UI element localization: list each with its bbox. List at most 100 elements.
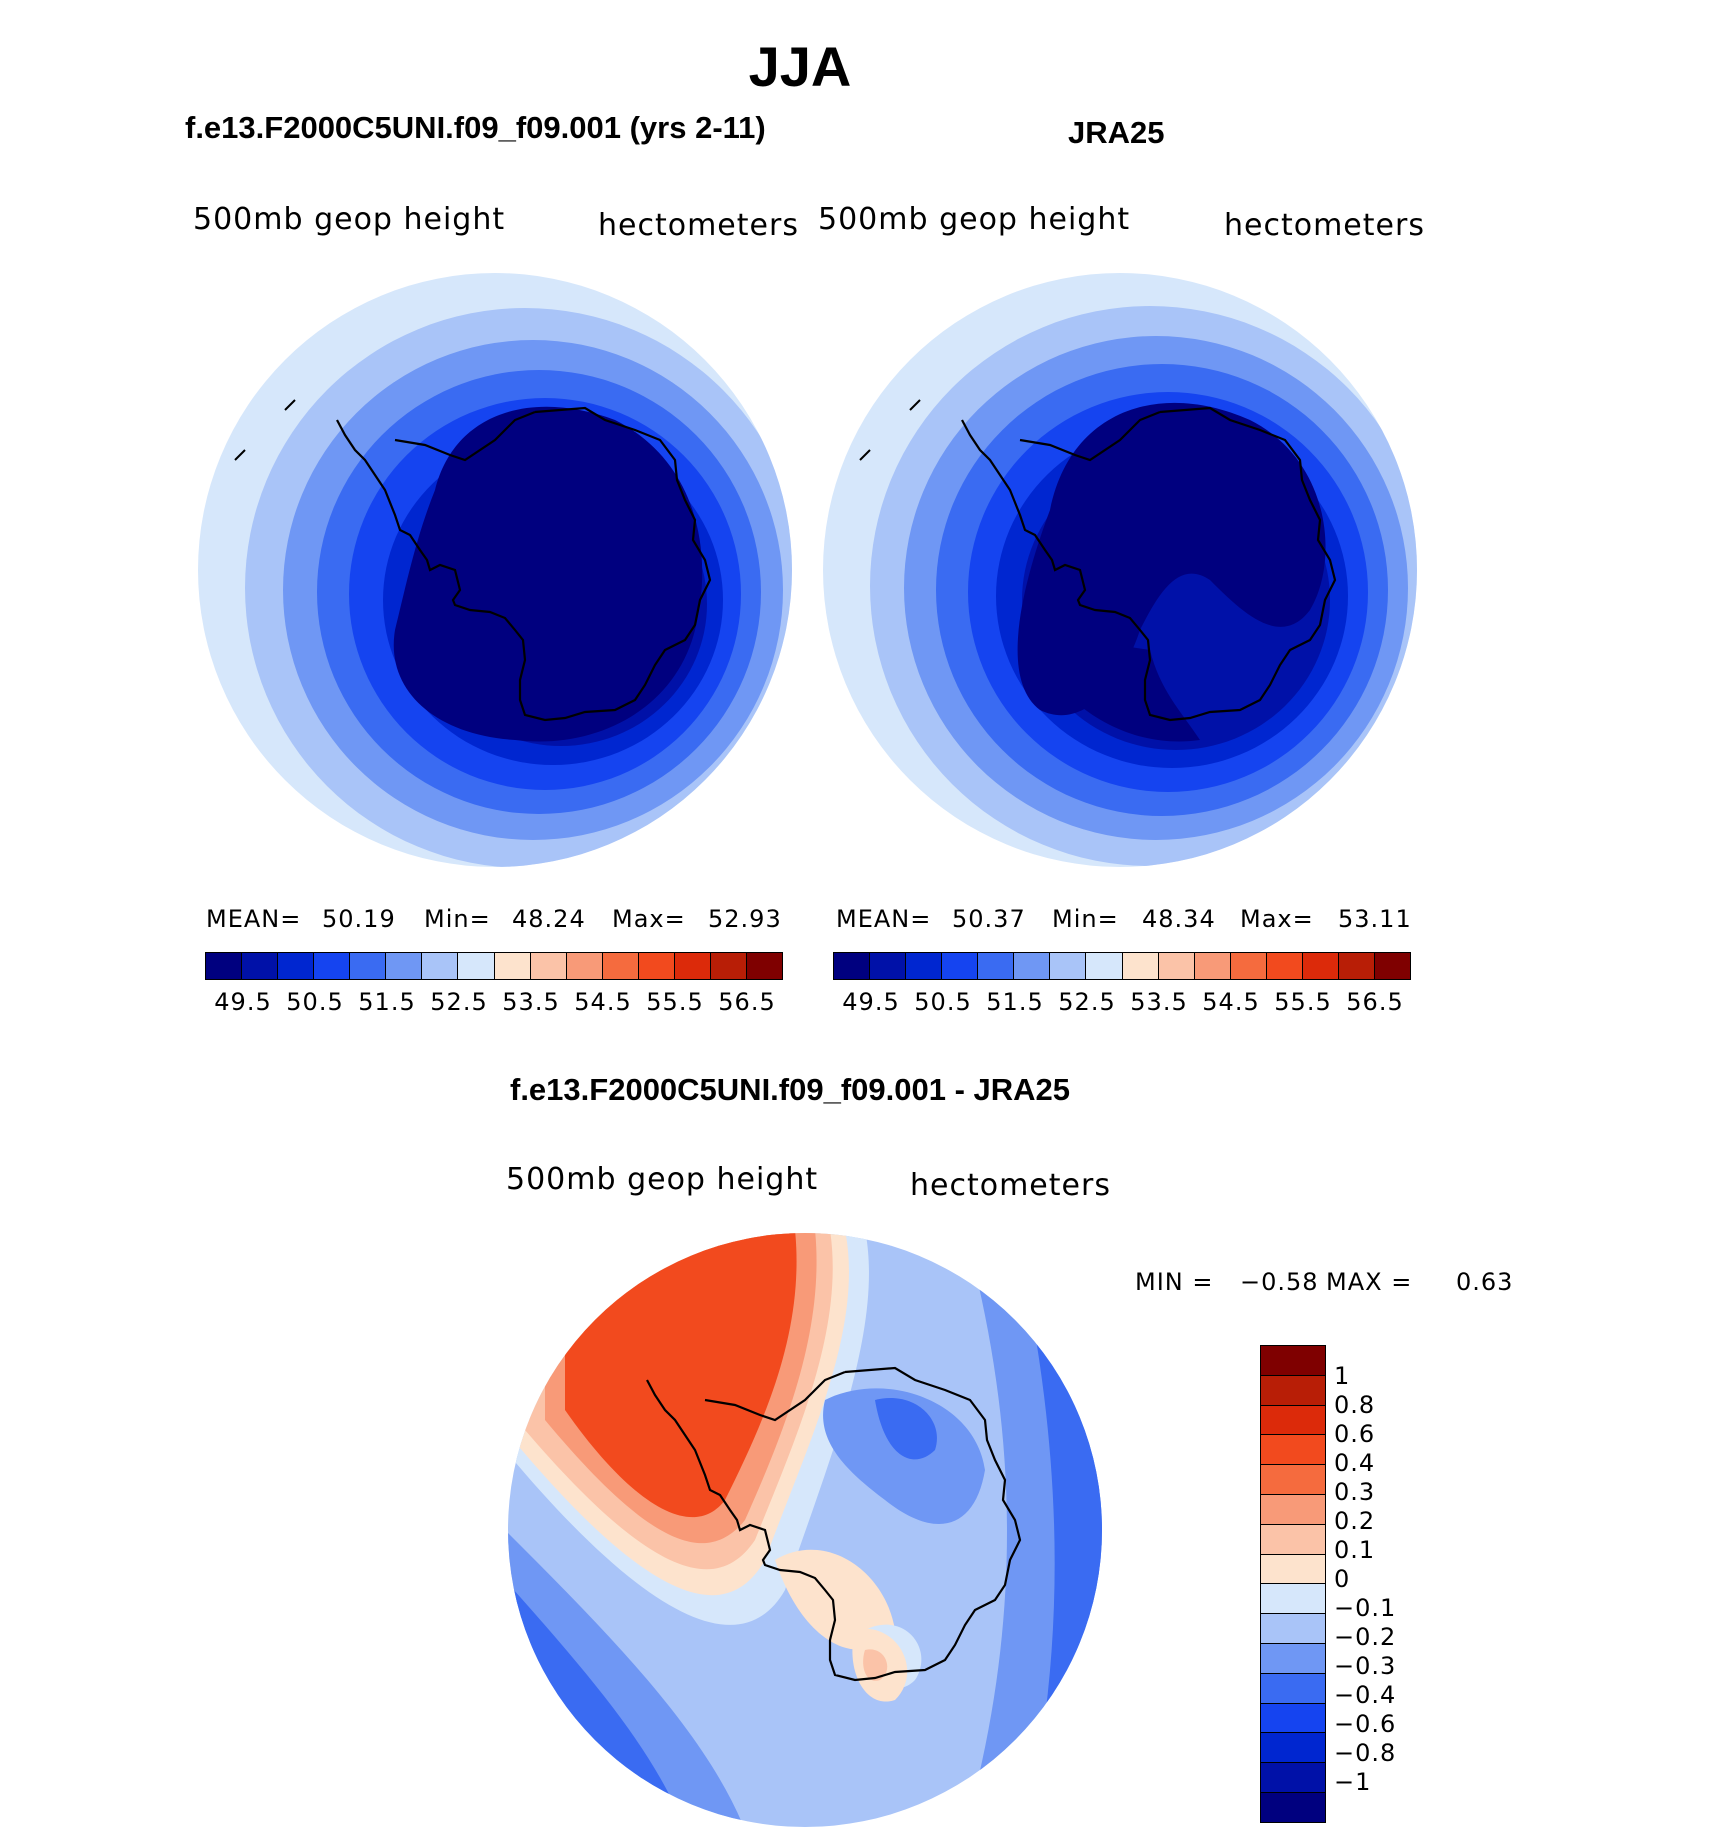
panel3-min-value: −0.58 <box>1240 1268 1319 1296</box>
colorbar-swatch <box>1266 953 1303 979</box>
panel2-title: JRA25 <box>1068 115 1165 150</box>
panel2-variable-label: 500mb geop height <box>818 202 1131 237</box>
colorbar-swatch <box>1261 1346 1325 1376</box>
colorbar-swatch <box>1261 1763 1325 1793</box>
panel1-max-value: 52.93 <box>708 905 782 933</box>
panel1-tick: 50.5 <box>286 988 344 1016</box>
panel1-tick: 52.5 <box>430 988 488 1016</box>
panel2-mean-label: MEAN= <box>836 905 932 933</box>
colorbar-swatch <box>1261 1494 1325 1525</box>
colorbar-swatch <box>1261 1524 1325 1555</box>
panel2-min-label: Min= <box>1052 905 1119 933</box>
colorbar-swatch <box>1194 953 1231 979</box>
panel1-tick: 53.5 <box>502 988 560 1016</box>
colorbar-swatch <box>350 953 387 979</box>
panel3-units-label: hectometers <box>910 1168 1111 1203</box>
panel1-tick: 56.5 <box>718 988 776 1016</box>
panel3-colorbar-label: 1 <box>1334 1362 1351 1390</box>
panel1-map <box>198 273 792 867</box>
panel3-colorbar-label: −0.4 <box>1334 1681 1397 1709</box>
colorbar-swatch <box>602 953 639 979</box>
panel3-colorbar-label: 0.6 <box>1334 1420 1376 1448</box>
panel3-colorbar-label: 0.8 <box>1334 1391 1376 1419</box>
panel2-map <box>823 273 1417 867</box>
colorbar-swatch <box>278 953 315 979</box>
colorbar-swatch <box>834 953 871 979</box>
panel1-max-label: Max= <box>612 905 686 933</box>
colorbar-swatch <box>978 953 1015 979</box>
colorbar-swatch <box>1261 1465 1325 1495</box>
colorbar-swatch <box>1261 1703 1325 1734</box>
panel3-colorbar-label: 0.1 <box>1334 1536 1376 1564</box>
colorbar-swatch <box>458 953 495 979</box>
panel2-tick: 49.5 <box>842 988 900 1016</box>
panel3-min-label: MIN = <box>1135 1268 1214 1296</box>
colorbar-swatch <box>530 953 567 979</box>
panel2-min-value: 48.34 <box>1142 905 1216 933</box>
panel1-tick: 55.5 <box>646 988 704 1016</box>
colorbar-swatch <box>1230 953 1267 979</box>
colorbar-swatch <box>566 953 603 979</box>
panel2-colorbar <box>833 952 1411 980</box>
panel2-tick: 53.5 <box>1130 988 1188 1016</box>
colorbar-swatch <box>710 953 747 979</box>
colorbar-swatch <box>674 953 711 979</box>
colorbar-swatch <box>1261 1733 1325 1764</box>
panel1-min-label: Min= <box>424 905 491 933</box>
panel2-tick: 50.5 <box>914 988 972 1016</box>
panel3-colorbar-label: −0.8 <box>1334 1739 1397 1767</box>
colorbar-swatch <box>422 953 459 979</box>
colorbar-swatch <box>1302 953 1339 979</box>
panel1-tick: 51.5 <box>358 988 416 1016</box>
panel3-title: f.e13.F2000C5UNI.f09_f09.001 - JRA25 <box>510 1072 1071 1107</box>
panel3-map <box>508 1233 1102 1827</box>
panel3-colorbar-label: 0 <box>1334 1565 1351 1593</box>
colorbar-swatch <box>942 953 979 979</box>
colorbar-swatch <box>1338 953 1375 979</box>
colorbar-swatch <box>1261 1614 1325 1644</box>
panel1-tick: 49.5 <box>214 988 272 1016</box>
colorbar-swatch <box>1261 1435 1325 1466</box>
panel3-colorbar-label: 0.4 <box>1334 1449 1376 1477</box>
colorbar-swatch <box>1261 1375 1325 1406</box>
panel2-tick: 51.5 <box>986 988 1044 1016</box>
panel1-tick: 54.5 <box>574 988 632 1016</box>
colorbar-swatch <box>386 953 423 979</box>
colorbar-swatch <box>494 953 531 979</box>
panel2-tick: 55.5 <box>1274 988 1332 1016</box>
colorbar-swatch <box>638 953 675 979</box>
panel3-max-value: 0.63 <box>1456 1268 1514 1296</box>
panel2-units-label: hectometers <box>1224 208 1425 243</box>
panel3-variable-label: 500mb geop height <box>506 1162 819 1197</box>
panel2-tick: 54.5 <box>1202 988 1260 1016</box>
panel3-colorbar-label: 0.3 <box>1334 1478 1376 1506</box>
panel3-max-label: MAX = <box>1326 1268 1413 1296</box>
colorbar-swatch <box>314 953 351 979</box>
colorbar-swatch <box>870 953 907 979</box>
panel1-units-label: hectometers <box>598 208 799 243</box>
colorbar-swatch <box>1158 953 1195 979</box>
panel2-mean-value: 50.37 <box>952 905 1026 933</box>
panel3-colorbar-label: 0.2 <box>1334 1507 1376 1535</box>
panel1-title: f.e13.F2000C5UNI.f09_f09.001 (yrs 2-11) <box>185 110 766 145</box>
colorbar-swatch <box>1261 1673 1325 1704</box>
panel2-max-value: 53.11 <box>1338 905 1412 933</box>
colorbar-swatch <box>906 953 943 979</box>
colorbar-swatch <box>242 953 279 979</box>
colorbar-swatch <box>1261 1643 1325 1674</box>
colorbar-swatch <box>1261 1792 1325 1822</box>
colorbar-swatch <box>1050 953 1087 979</box>
colorbar-swatch <box>1086 953 1123 979</box>
colorbar-swatch <box>1374 953 1410 979</box>
colorbar-swatch <box>1261 1584 1325 1615</box>
colorbar-swatch <box>1261 1405 1325 1436</box>
panel2-tick: 56.5 <box>1346 988 1404 1016</box>
colorbar-swatch <box>1261 1554 1325 1585</box>
panel3-colorbar-label: −1 <box>1334 1768 1372 1796</box>
panel3-colorbar-label: −0.3 <box>1334 1652 1397 1680</box>
panel3-colorbar-label: −0.2 <box>1334 1623 1397 1651</box>
colorbar-swatch <box>1122 953 1159 979</box>
panel3-coastline <box>646 1366 1022 1682</box>
colorbar-swatch <box>1014 953 1051 979</box>
panel3-colorbar <box>1260 1345 1326 1823</box>
